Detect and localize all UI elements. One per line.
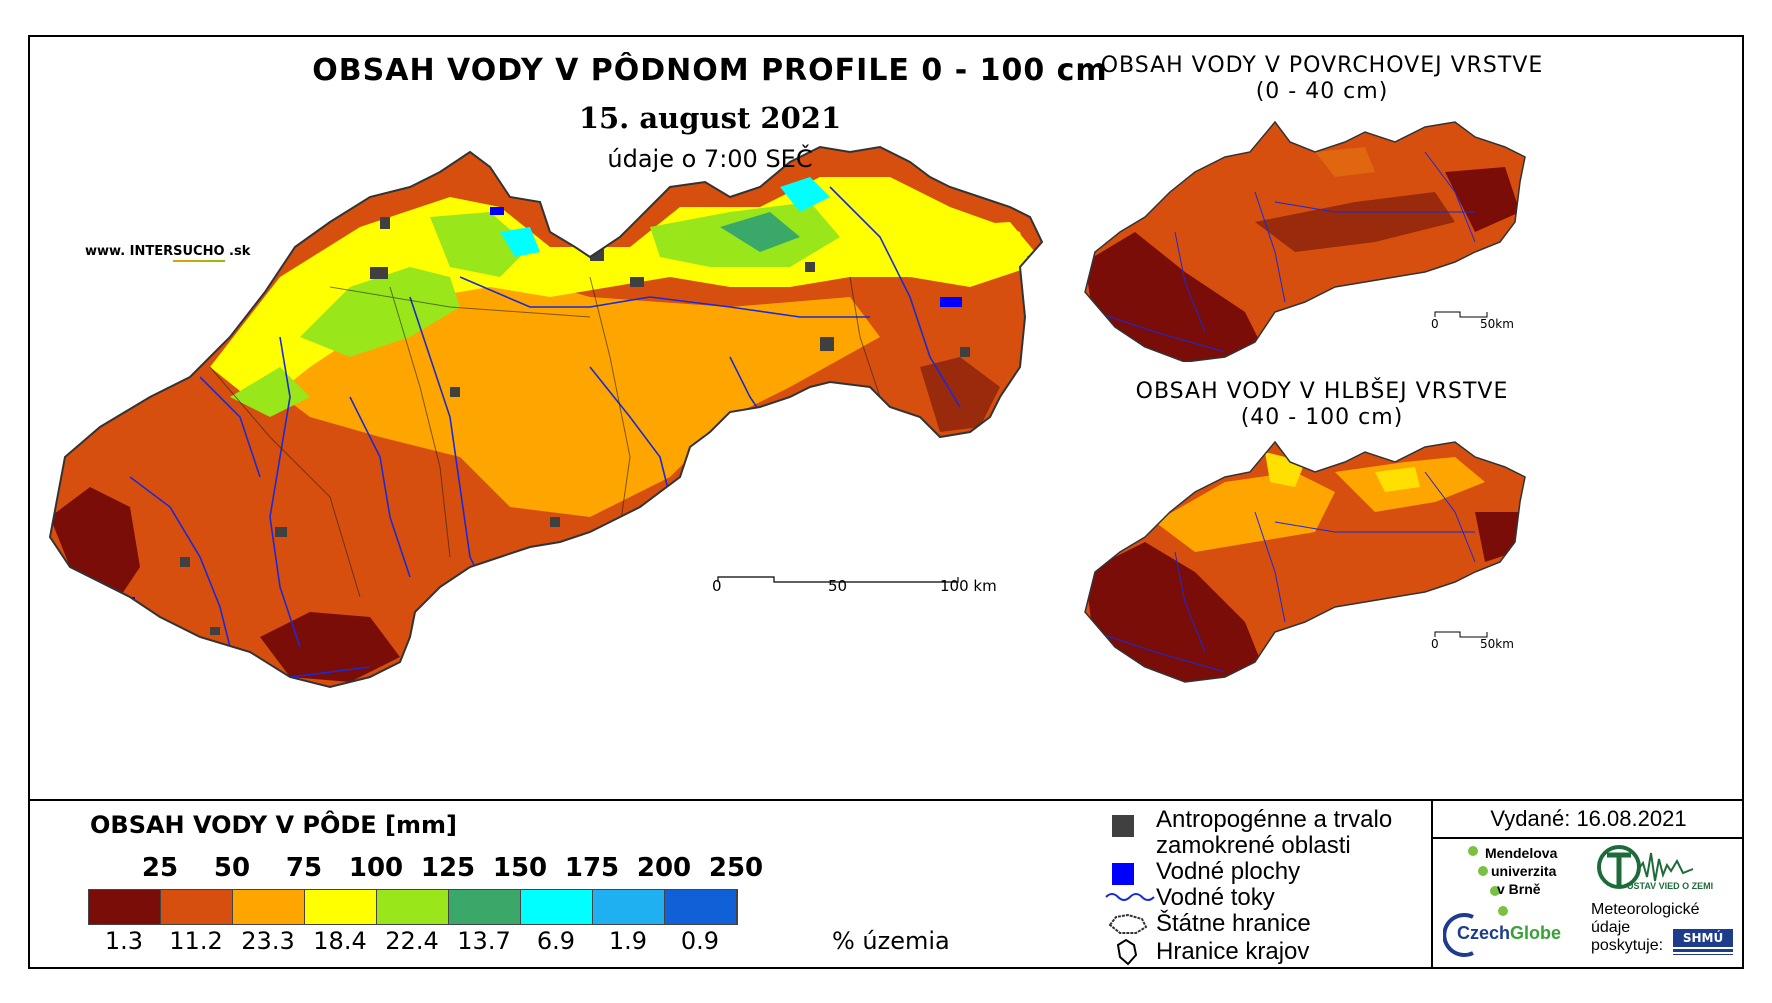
legend-swatch	[377, 890, 449, 924]
legend-swatch	[161, 890, 233, 924]
website-brand: SUCHO	[173, 244, 225, 259]
legend-swatch	[233, 890, 305, 924]
legend-percent-value: 11.2	[169, 927, 223, 955]
region-borders-label: Hranice krajov	[1156, 938, 1310, 965]
legend-percent-value: 1.9	[608, 927, 648, 955]
anthro-swatch	[1112, 815, 1134, 837]
website-label: www. INTERSUCHO .sk	[85, 244, 250, 259]
legend-percent-value: 22.4	[385, 927, 439, 955]
water-stream-icon	[1105, 893, 1155, 901]
main-scale-label-100: 100 km	[940, 577, 997, 595]
inset-bottom-scale-50: 50km	[1480, 637, 1514, 651]
region-border-icon	[1116, 938, 1138, 966]
inset-top-title-line1: OBSAH VODY V POVRCHOVEJ VRSTVE	[1100, 53, 1544, 78]
legend-percent-value: 6.9	[536, 927, 576, 955]
anthro-label-line1: Antropogénne a trvalo	[1156, 806, 1393, 833]
shmu-logo-text: SHMÚ	[1673, 931, 1733, 945]
mendelu-line2: univerzita	[1491, 863, 1557, 879]
website-prefix: www. INTER	[85, 244, 174, 259]
legend-swatch	[449, 890, 521, 924]
legend-percent-value: 13.7	[457, 927, 511, 955]
czechglobe-part1: Czech	[1457, 923, 1511, 943]
main-scale-label-50: 50	[828, 577, 848, 595]
inset-top-scale-0: 0	[1431, 317, 1439, 331]
mendelu-line3: v Brně	[1497, 881, 1541, 897]
anthro-label-line2: zamokrené oblasti	[1156, 832, 1351, 859]
legend-color-bar	[88, 889, 738, 925]
legend-threshold-value: 175	[564, 853, 620, 883]
shmu-logo: SHMÚ	[1673, 929, 1733, 955]
legend-threshold-value: 250	[708, 853, 764, 883]
legend-threshold-value: 25	[141, 853, 179, 883]
legend-threshold-value: 150	[492, 853, 548, 883]
legend-percent-value: 18.4	[313, 927, 367, 955]
czechglobe-logo-icon	[1443, 913, 1474, 957]
water-areas-label: Vodné plochy	[1156, 858, 1301, 885]
mendelu-logo-icon	[1468, 846, 1508, 916]
main-scale-bar	[717, 576, 959, 583]
map-date: 15. august 2021	[578, 101, 842, 135]
issued-date: Vydané: 16.08.2021	[1433, 801, 1744, 839]
legend-title: OBSAH VODY V PÔDE [mm]	[90, 811, 458, 839]
legend-percent-value: 0.9	[680, 927, 720, 955]
meteo-line1: Meteorologické	[1591, 901, 1700, 918]
czechglobe-logo: CzechGlobe	[1457, 923, 1561, 944]
ustav-line1: ÚSTAV VIED O ZEMI	[1627, 881, 1714, 891]
legend-swatch	[89, 890, 161, 924]
legend-threshold-value: 75	[285, 853, 323, 883]
inset-top-title-line2: (0 - 40 cm)	[1255, 79, 1389, 104]
ustav-logo-icon	[1597, 845, 1694, 889]
website-suffix: .sk	[224, 244, 251, 259]
legend-swatch	[593, 890, 665, 924]
publisher-box: Vydané: 16.08.2021 Mendelova univerzita …	[1431, 801, 1744, 969]
map-frame: OBSAH VODY V PÔDNOM PROFILE 0 - 100 cm 1…	[28, 35, 1744, 969]
inset-top-scale-50: 50km	[1480, 317, 1514, 331]
state-border-icon	[1108, 913, 1148, 934]
legend-threshold-value: 200	[636, 853, 692, 883]
inset-bottom-title-line1: OBSAH VODY V HLBŠEJ VRSTVE	[1135, 379, 1509, 404]
water-area-swatch	[1112, 863, 1134, 885]
time-note: údaje o 7:00 SEČ	[607, 145, 813, 173]
czechglobe-part2: Globe	[1510, 923, 1562, 943]
meteo-line3: poskytuje:	[1591, 937, 1664, 954]
inset-bottom-scale-0: 0	[1431, 637, 1439, 651]
legend-swatch	[521, 890, 593, 924]
legend-area: OBSAH VODY V PÔDE [mm] 25 50 75 100 125 150 17…	[30, 799, 1744, 971]
water-streams-label: Vodné toky	[1156, 884, 1275, 911]
main-soil-moisture-map	[49, 146, 1043, 688]
main-scale-label-0: 0	[712, 577, 722, 595]
legend-percent-value: 23.3	[241, 927, 295, 955]
main-title: OBSAH VODY V PÔDNOM PROFILE 0 - 100 cm	[312, 53, 1108, 88]
legend-swatch	[305, 890, 377, 924]
legend-threshold-value: 50	[213, 853, 251, 883]
inset-bottom-title-line2: (40 - 100 cm)	[1240, 405, 1404, 430]
meteo-line2: údaje	[1591, 919, 1631, 936]
mendelu-line1: Mendelova	[1485, 845, 1558, 861]
legend-threshold-value: 100	[348, 853, 404, 883]
inset-top-map	[1084, 121, 1526, 362]
map-area: OBSAH VODY V PÔDNOM PROFILE 0 - 100 cm 1…	[30, 37, 1742, 797]
legend-percent-value: 1.3	[104, 927, 144, 955]
inset-bottom-map	[1084, 441, 1526, 683]
legend-swatch	[665, 890, 737, 924]
legend-threshold-value: 125	[420, 853, 476, 883]
state-borders-label: Štátne hranice	[1156, 910, 1311, 937]
percent-unit: % územia	[832, 927, 950, 955]
